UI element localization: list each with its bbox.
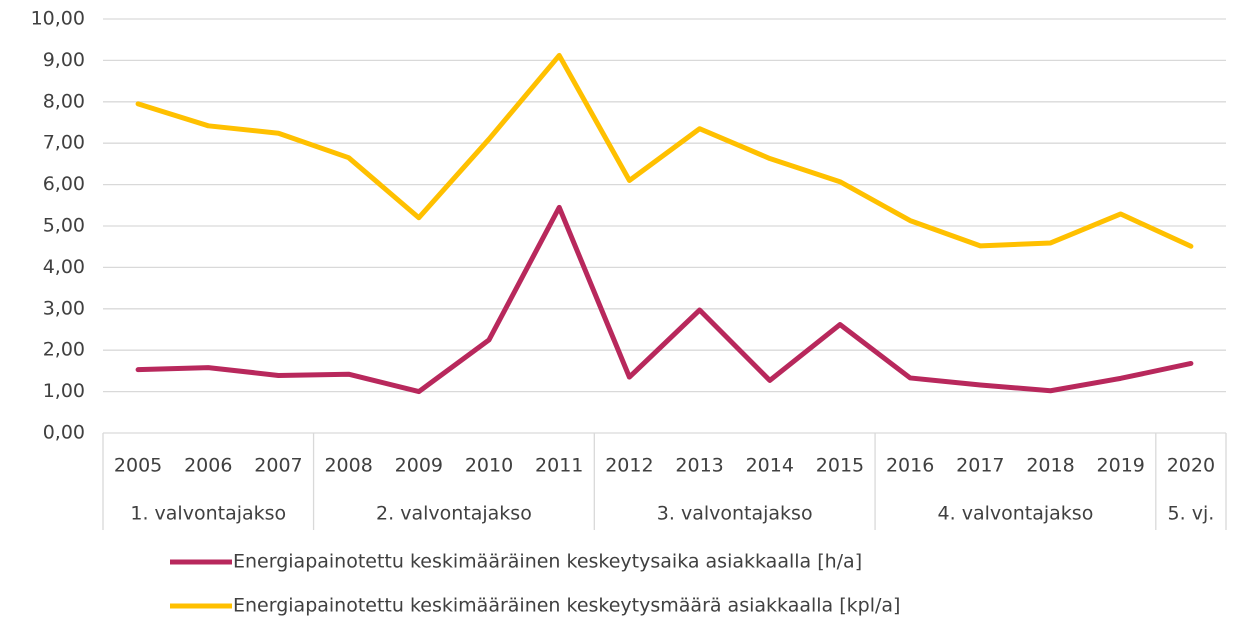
y-tick-label: 3,00	[43, 297, 85, 319]
series-line	[135, 204, 1194, 395]
group-label: 3. valvontajakso	[657, 503, 813, 525]
group-label: 2. valvontajakso	[376, 503, 532, 525]
x-tick-label: 2007	[254, 455, 302, 477]
y-tick-label: 5,00	[43, 215, 85, 237]
x-tick-label: 2016	[886, 455, 934, 477]
y-tick-label: 1,00	[43, 380, 85, 402]
group-label: 4. valvontajakso	[938, 503, 1094, 525]
x-tick-label: 2015	[816, 455, 864, 477]
x-tick-label: 2018	[1026, 455, 1074, 477]
x-tick-label: 2020	[1167, 455, 1215, 477]
x-tick-label: 2013	[675, 455, 723, 477]
y-tick-label: 7,00	[43, 132, 85, 154]
y-tick-label: 10,00	[31, 8, 85, 30]
legend-label: Energiapainotettu keskimääräinen keskeyt…	[233, 551, 862, 573]
x-tick-label: 2005	[114, 455, 162, 477]
y-tick-label: 6,00	[43, 173, 85, 195]
x-tick-label: 2006	[184, 455, 232, 477]
y-tick-label: 9,00	[43, 49, 85, 71]
x-tick-label: 2009	[395, 455, 443, 477]
group-label: 5. vj.	[1168, 503, 1215, 525]
x-tick-label: 2010	[465, 455, 513, 477]
y-tick-label: 4,00	[43, 256, 85, 278]
x-tick-label: 2017	[956, 455, 1004, 477]
x-tick-label: 2008	[324, 455, 372, 477]
y-tick-label: 2,00	[43, 339, 85, 361]
x-tick-label: 2011	[535, 455, 583, 477]
x-tick-label: 2019	[1097, 455, 1145, 477]
x-tick-label: 2012	[605, 455, 653, 477]
legend-label: Energiapainotettu keskimääräinen keskeyt…	[233, 595, 900, 617]
x-tick-label: 2014	[746, 455, 794, 477]
y-tick-label: 0,00	[43, 422, 85, 444]
group-label: 1. valvontajakso	[130, 503, 286, 525]
y-tick-label: 8,00	[43, 90, 85, 112]
series-line	[135, 52, 1194, 249]
